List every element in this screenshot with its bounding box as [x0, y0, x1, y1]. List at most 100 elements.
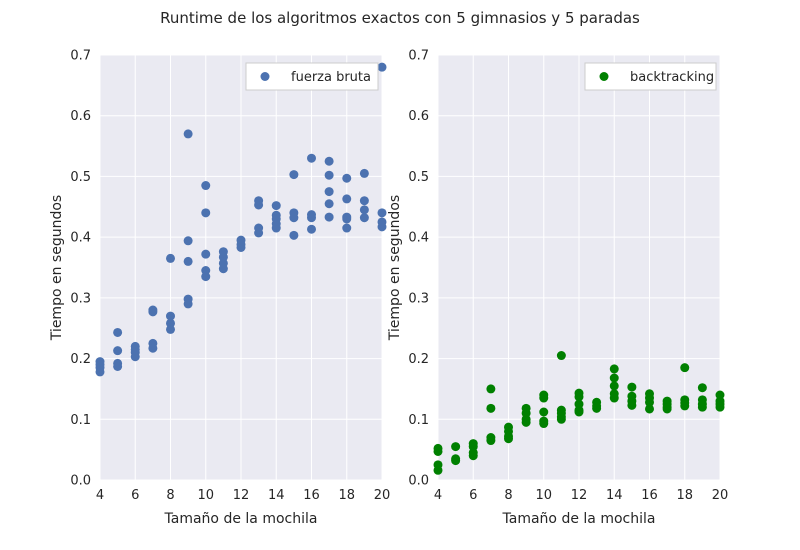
data-point — [324, 199, 334, 209]
y-tick-label: 0.6 — [70, 109, 91, 124]
data-point — [433, 465, 443, 475]
y-axis-label: Tiempo en segundos — [49, 195, 65, 341]
x-axis-label: Tamaño de la mochila — [164, 511, 318, 527]
data-point — [359, 168, 369, 178]
data-point — [539, 407, 549, 417]
data-point — [662, 404, 672, 414]
data-point — [377, 62, 387, 72]
data-point — [680, 363, 690, 373]
y-tick-label: 0.0 — [408, 474, 429, 489]
data-point — [609, 381, 619, 391]
data-point — [254, 228, 264, 238]
data-point — [645, 397, 654, 407]
data-point — [609, 393, 619, 403]
y-tick-label: 0.2 — [70, 352, 91, 367]
legend-label: fuerza bruta — [291, 70, 371, 85]
data-point — [324, 187, 334, 197]
data-point — [183, 129, 193, 139]
x-tick-label: 6 — [131, 488, 139, 503]
data-point — [289, 230, 299, 240]
y-tick-label: 0.1 — [408, 413, 429, 428]
data-point — [148, 343, 158, 353]
data-point — [486, 436, 496, 446]
x-tick-label: 10 — [535, 488, 552, 503]
x-tick-label: 16 — [641, 488, 658, 503]
data-point — [556, 414, 566, 424]
data-point — [377, 222, 387, 232]
data-point — [166, 311, 175, 321]
data-point — [521, 417, 531, 427]
x-tick-label: 6 — [469, 488, 477, 503]
data-point — [254, 200, 264, 210]
data-point — [609, 373, 619, 383]
x-tick-label: 18 — [676, 488, 693, 503]
data-point — [218, 264, 228, 274]
data-point — [183, 236, 193, 246]
data-point — [324, 156, 334, 166]
data-point — [201, 272, 211, 282]
data-point — [627, 382, 637, 392]
data-point — [342, 214, 352, 224]
data-point — [166, 324, 175, 334]
data-point — [166, 253, 175, 263]
y-tick-label: 0.3 — [408, 291, 429, 306]
x-tick-label: 10 — [197, 488, 214, 503]
data-point — [342, 173, 352, 183]
y-tick-label: 0.4 — [70, 231, 91, 246]
data-point — [113, 361, 123, 371]
data-point — [342, 194, 352, 204]
data-point — [113, 346, 123, 356]
x-tick-label: 4 — [434, 488, 442, 503]
data-point — [324, 170, 334, 180]
x-tick-label: 12 — [571, 488, 588, 503]
data-point — [627, 400, 637, 410]
data-point — [271, 223, 281, 233]
data-point — [680, 401, 690, 411]
y-tick-label: 0.5 — [408, 170, 429, 185]
data-point — [201, 208, 211, 218]
x-tick-label: 8 — [166, 488, 174, 503]
data-point — [183, 256, 193, 266]
data-point — [539, 419, 549, 429]
data-point — [645, 404, 654, 414]
legend-label: backtracking — [630, 70, 714, 85]
data-point — [697, 383, 707, 393]
data-point — [574, 407, 584, 417]
data-point — [486, 403, 496, 413]
data-point — [715, 402, 725, 412]
x-tick-label: 16 — [303, 488, 320, 503]
x-tick-label: 14 — [606, 488, 623, 503]
data-point — [324, 212, 334, 222]
data-point — [468, 451, 478, 461]
y-tick-label: 0.5 — [70, 170, 91, 185]
y-tick-label: 0.7 — [70, 49, 91, 64]
y-tick-label: 0.1 — [70, 413, 91, 428]
y-tick-label: 0.6 — [408, 109, 429, 124]
x-tick-label: 4 — [96, 488, 104, 503]
y-tick-label: 0.3 — [70, 291, 91, 306]
data-point — [359, 196, 369, 206]
y-tick-label: 0.4 — [408, 231, 429, 246]
data-point — [539, 393, 549, 403]
legend-marker — [599, 72, 609, 81]
x-tick-label: 20 — [374, 488, 391, 503]
data-point — [307, 224, 316, 234]
data-point — [289, 170, 299, 180]
x-tick-label: 20 — [712, 488, 729, 503]
data-point — [95, 367, 105, 377]
data-point — [113, 327, 123, 337]
x-tick-label: 12 — [233, 488, 250, 503]
data-point — [697, 402, 707, 412]
data-point — [307, 213, 316, 223]
data-point — [556, 351, 566, 361]
data-point — [377, 208, 387, 218]
data-point — [433, 446, 443, 456]
y-axis-label: Tiempo en segundos — [387, 195, 403, 341]
data-point — [183, 299, 193, 309]
data-point — [359, 213, 369, 223]
figure-title: Runtime de los algoritmos exactos con 5 … — [160, 9, 640, 27]
legend-marker — [260, 72, 270, 81]
x-tick-label: 8 — [504, 488, 512, 503]
data-point — [451, 456, 461, 466]
